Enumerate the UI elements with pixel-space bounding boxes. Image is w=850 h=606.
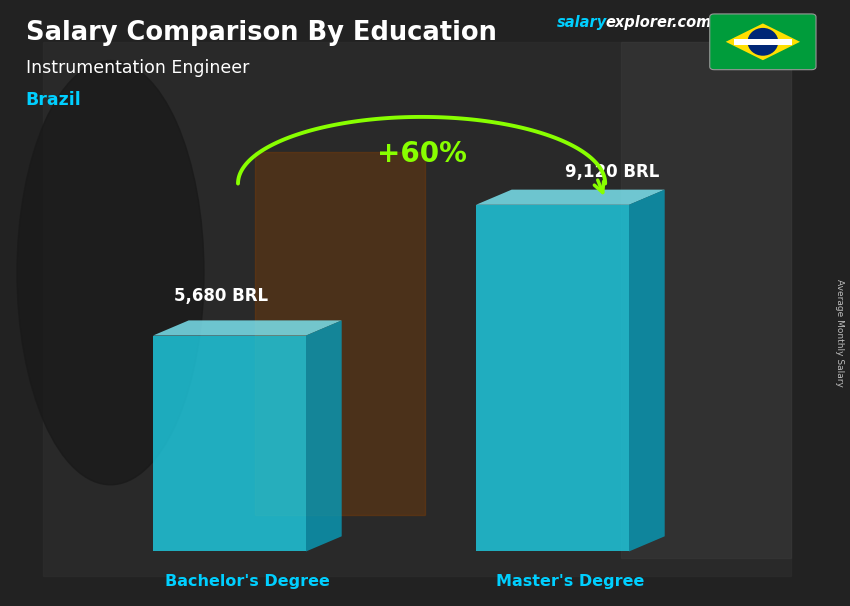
Text: salary: salary [557, 15, 607, 30]
Polygon shape [726, 24, 800, 60]
Text: Master's Degree: Master's Degree [496, 574, 644, 589]
Text: Average Monthly Salary: Average Monthly Salary [836, 279, 844, 387]
Text: 9,120 BRL: 9,120 BRL [564, 162, 660, 181]
Text: Brazil: Brazil [26, 91, 82, 109]
Bar [42, 42, 790, 576]
Polygon shape [306, 321, 342, 551]
Bar [153, 336, 306, 551]
Bar [255, 152, 425, 515]
Ellipse shape [747, 28, 779, 56]
Text: +60%: +60% [377, 139, 467, 168]
Bar [476, 205, 629, 551]
Text: Bachelor's Degree: Bachelor's Degree [165, 574, 330, 589]
Text: Instrumentation Engineer: Instrumentation Engineer [26, 59, 249, 77]
Ellipse shape [17, 61, 204, 485]
FancyBboxPatch shape [710, 14, 816, 70]
Text: explorer.com: explorer.com [605, 15, 711, 30]
Text: 5,680 BRL: 5,680 BRL [174, 287, 268, 305]
Bar [620, 42, 790, 558]
Polygon shape [629, 190, 665, 551]
Polygon shape [153, 321, 342, 336]
Text: Salary Comparison By Education: Salary Comparison By Education [26, 21, 496, 46]
Polygon shape [476, 190, 665, 205]
Bar [734, 39, 792, 45]
